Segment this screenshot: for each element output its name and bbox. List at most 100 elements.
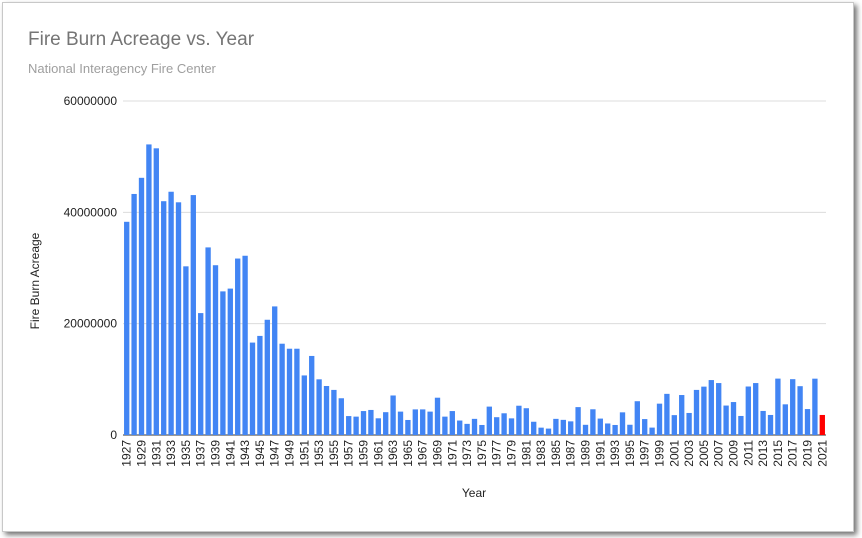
bar-2021 (819, 414, 825, 435)
bar-2009 (730, 402, 737, 435)
x-tick-label: 1953 (312, 440, 326, 467)
bar-2015 (775, 378, 781, 435)
bar-1937 (198, 313, 204, 435)
bar-2008 (723, 405, 729, 435)
x-tick-label: 2005 (697, 440, 711, 467)
x-tick-label: 2015 (771, 440, 785, 467)
x-tick-label: 1971 (445, 440, 459, 467)
bar-1986 (560, 419, 566, 435)
bar-1961 (375, 418, 381, 435)
bar-1983 (538, 427, 544, 435)
y-tick-label: 0 (110, 428, 117, 442)
bar-1956 (338, 398, 344, 435)
x-tick-label: 1943 (238, 440, 252, 467)
bar-1948 (279, 343, 285, 435)
bar-2017 (790, 379, 796, 435)
bar-1945 (257, 335, 263, 435)
bar-1938 (205, 247, 211, 435)
bar-1990 (590, 409, 596, 435)
bar-1972 (457, 420, 463, 435)
x-tick-label: 1933 (164, 440, 178, 467)
bar-1927 (124, 221, 130, 435)
bar-1980 (516, 405, 522, 435)
bar-1954 (323, 386, 330, 435)
x-tick-label: 1935 (179, 440, 193, 467)
bar-1989 (582, 424, 589, 435)
bar-1928 (131, 193, 137, 435)
bar-2006 (708, 380, 714, 435)
bar-1949 (286, 348, 293, 435)
y-tick-label: 20000000 (64, 317, 118, 331)
bar-1964 (397, 411, 404, 435)
bar-2002 (679, 395, 685, 435)
bar-1993 (612, 424, 618, 435)
bar-1979 (508, 418, 515, 435)
bar-1953 (316, 379, 322, 435)
x-tick-label: 1959 (357, 440, 371, 467)
bar-1970 (442, 416, 448, 435)
x-tick-label: 1927 (120, 440, 134, 467)
y-axis-label: Fire Burn Acreage (28, 232, 42, 329)
bar-1977 (494, 417, 500, 435)
bar-1933 (168, 191, 174, 435)
bar-2020 (812, 378, 818, 435)
bar-2011 (745, 386, 751, 435)
bar-1994 (619, 412, 626, 435)
x-tick-label: 1929 (135, 440, 149, 467)
x-tick-label: 1941 (223, 440, 237, 467)
bar-1946 (264, 319, 270, 435)
x-tick-label: 2017 (786, 440, 800, 467)
bar-2010 (738, 415, 744, 435)
bar-1940 (220, 291, 226, 435)
bar-2014 (767, 414, 774, 435)
x-tick-label: 1977 (490, 440, 504, 467)
bar-2004 (693, 389, 700, 435)
bar-1971 (449, 411, 455, 435)
bar-2007 (716, 383, 722, 435)
x-tick-label: 1947 (268, 440, 282, 467)
bar-2018 (797, 386, 803, 435)
bar-1943 (242, 255, 248, 435)
x-tick-label: 1965 (401, 440, 415, 467)
x-tick-label: 1957 (342, 440, 356, 467)
x-tick-label: 1931 (149, 440, 163, 467)
x-tick-label: 1987 (564, 440, 578, 467)
bar-2000 (664, 393, 670, 435)
x-tick-label: 2013 (756, 440, 770, 467)
x-tick-label: 1995 (623, 440, 637, 467)
x-tick-label: 1983 (534, 440, 548, 467)
bar-1952 (309, 355, 315, 435)
x-tick-label: 1991 (593, 440, 607, 467)
bar-1935 (183, 266, 189, 435)
x-tick-label: 1981 (519, 440, 533, 467)
x-tick-label: 2001 (667, 440, 681, 467)
bar-1944 (249, 342, 256, 435)
bar-1991 (597, 418, 603, 435)
bar-2005 (701, 386, 707, 435)
bar-1992 (605, 423, 611, 435)
bar-1999 (656, 403, 663, 435)
bar-1965 (405, 419, 411, 435)
bar-1941 (227, 288, 233, 435)
bar-1997 (642, 419, 648, 435)
bars (124, 144, 825, 436)
x-tick-label: 1997 (638, 440, 652, 467)
bar-1959 (360, 411, 367, 435)
x-tick-label: 1939 (209, 440, 223, 467)
x-tick-label: 1973 (460, 440, 474, 467)
bar-1984 (545, 428, 552, 435)
x-tick-label: 1985 (549, 440, 563, 467)
bar-1929 (138, 177, 145, 435)
bar-2001 (671, 415, 677, 435)
x-tick-label: 1969 (431, 440, 445, 467)
bar-1931 (153, 148, 159, 435)
chart-title: Fire Burn Acreage vs. Year (28, 29, 255, 50)
bar-1967 (420, 409, 426, 435)
x-tick-label: 2007 (712, 440, 726, 467)
y-axis-ticks: 0 20000000 40000000 60000000 (64, 94, 118, 442)
bar-1976 (486, 406, 492, 435)
bar-1942 (235, 258, 241, 435)
chart-subtitle: National Interagency Fire Center (28, 61, 216, 76)
x-tick-label: 1999 (653, 440, 667, 467)
